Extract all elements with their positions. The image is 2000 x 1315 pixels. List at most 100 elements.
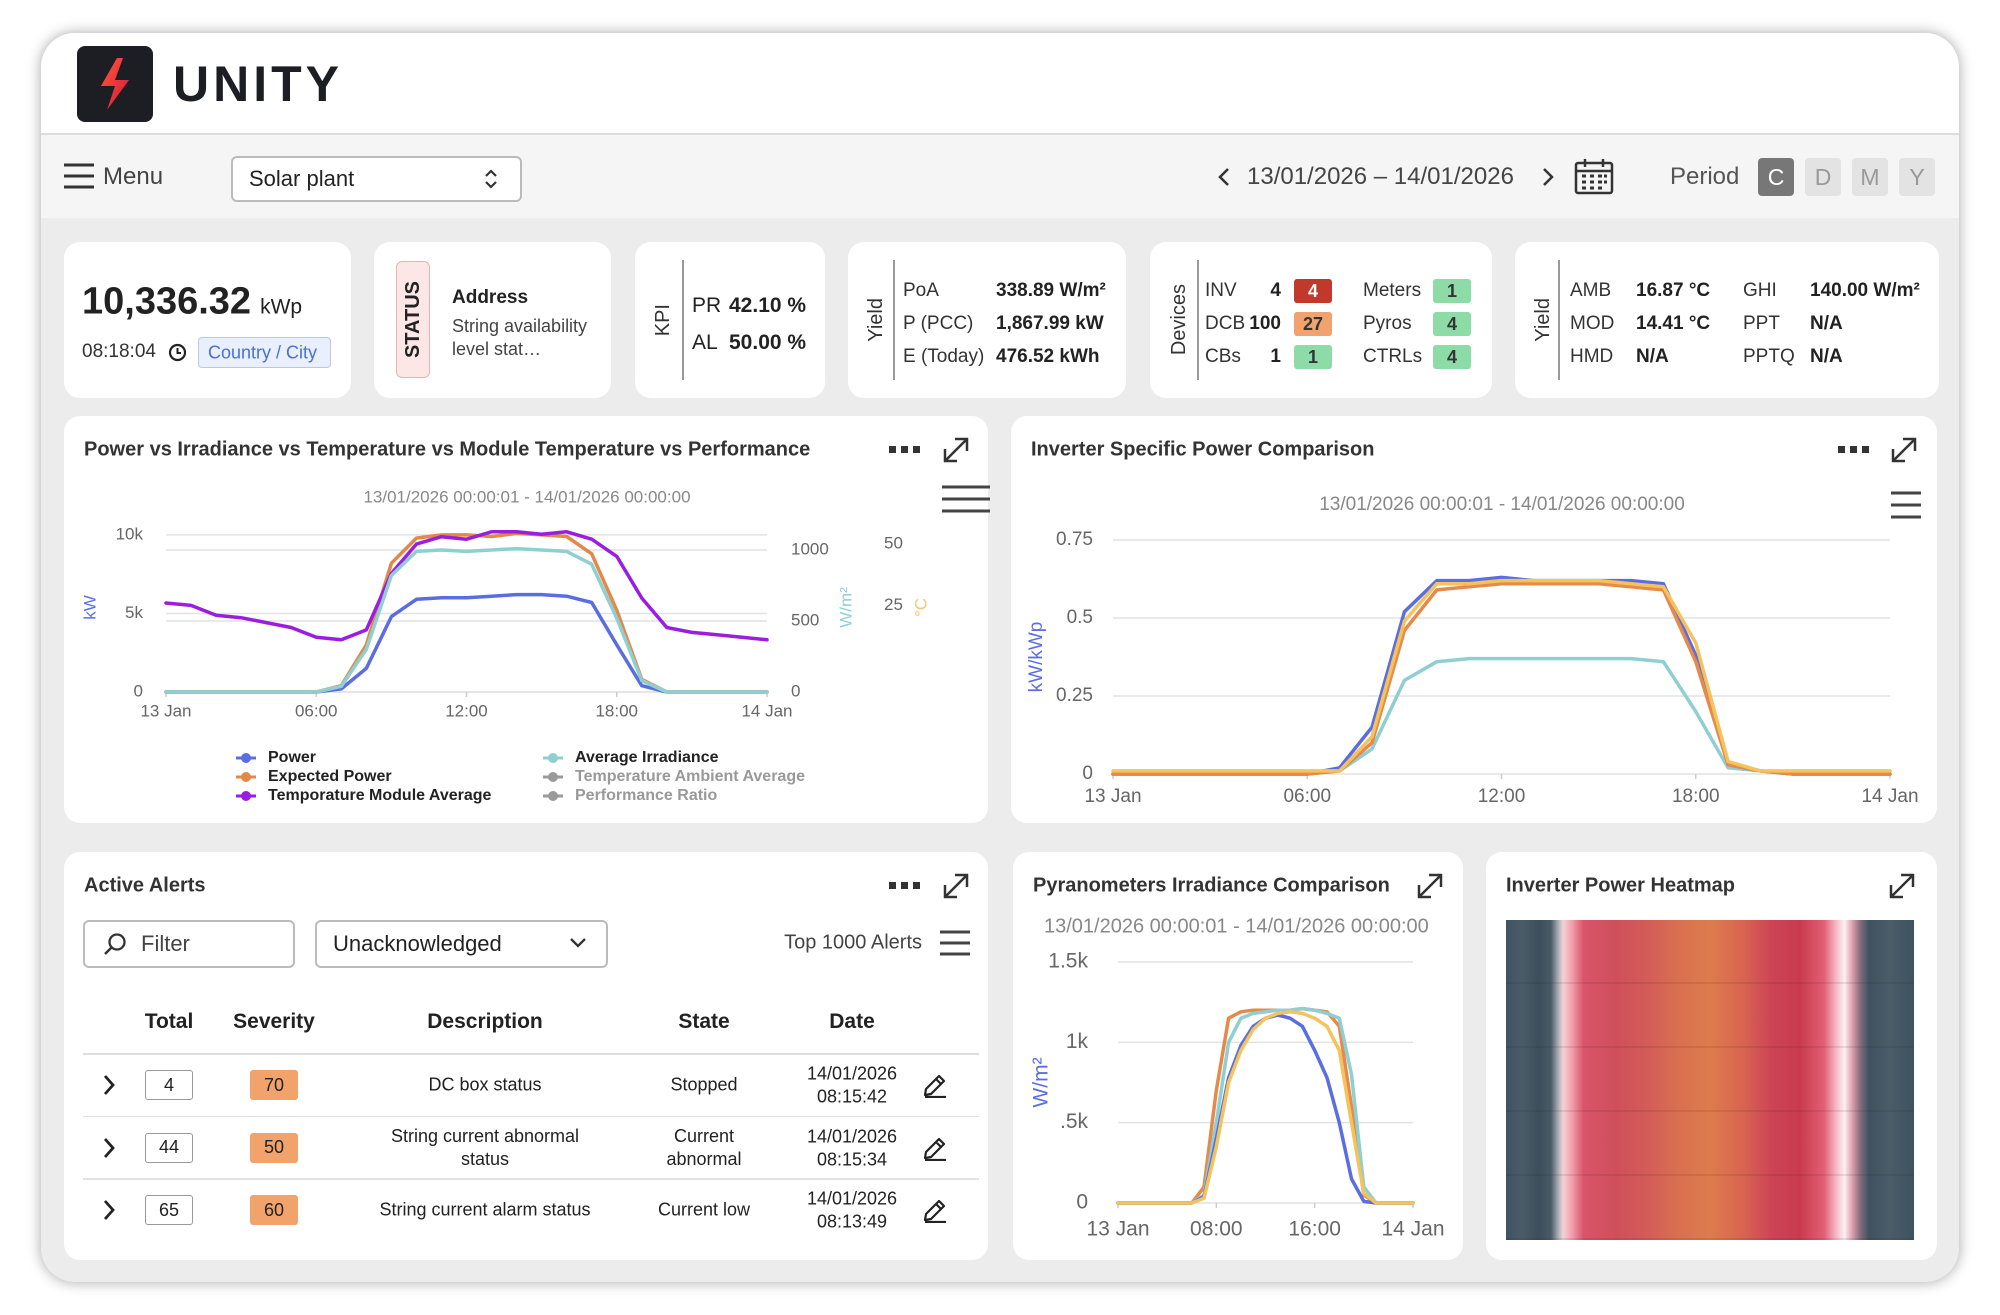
chart-subtitle: 13/01/2026 00:00:01 - 14/01/2026 00:00:0…: [363, 487, 690, 506]
search-icon: [104, 933, 126, 955]
chart: 13/01/2026 00:00:01 - 14/01/2026 00:00:0…: [80, 487, 930, 804]
device-total: 100: [1249, 313, 1281, 334]
devices-card: Devices INV 4 4 DCB 100 27 CBs 1 1 Meters 1 Pyros 4 C…: [1150, 242, 1492, 398]
state-select-value: Unacknowledged: [333, 931, 502, 956]
expand-row[interactable]: [102, 1074, 116, 1096]
chart-title: Inverter Specific Power Comparison: [1031, 438, 1375, 461]
state-select[interactable]: Unacknowledged: [315, 920, 608, 968]
weather-value: 14.41 °C: [1636, 313, 1711, 334]
x-tick-label: 18:00: [595, 701, 638, 720]
alerts-menu-icon[interactable]: [940, 929, 970, 957]
axis-title: W/m²: [1030, 1057, 1053, 1107]
y-tick-label: 500: [791, 610, 819, 629]
more-icon[interactable]: [1838, 443, 1870, 457]
axis-title: kW/kWp: [1026, 622, 1047, 693]
legend-dot: [548, 753, 558, 763]
chart-card: 13/01/2026 00:00:01 - 14/01/2026 00:00:0…: [1013, 852, 1463, 1260]
filter-input[interactable]: Filter: [83, 920, 295, 968]
x-tick-label: 06:00: [1283, 786, 1331, 807]
series-line: [164, 546, 769, 694]
x-tick-label: 14 Jan: [741, 701, 792, 720]
weather-name: HMD: [1570, 346, 1614, 367]
chart-title: Pyranometers Irradiance Comparison: [1033, 874, 1390, 897]
column-header: Description: [427, 1010, 543, 1033]
expand-icon[interactable]: [1415, 871, 1445, 901]
prev-date[interactable]: [1217, 167, 1231, 187]
expand-row[interactable]: [102, 1137, 116, 1159]
yield-value: 1,867.99 kW: [996, 313, 1104, 334]
next-date[interactable]: [1541, 167, 1555, 187]
calendar-icon[interactable]: [1574, 157, 1614, 195]
capacity-row: 10,336.32 kWp: [82, 281, 302, 324]
total-box: 65: [145, 1195, 193, 1225]
legend-label[interactable]: Power: [268, 749, 316, 766]
expand-icon[interactable]: [1889, 435, 1919, 465]
column-header: State: [678, 1010, 730, 1033]
legend-label[interactable]: Temperature Ambient Average: [575, 768, 805, 785]
expand-icon[interactable]: [941, 435, 971, 465]
logo[interactable]: [77, 46, 153, 122]
legend-label[interactable]: Average Irradiance: [575, 749, 719, 766]
weather-card: Yield AMB 16.87 °C MOD 14.41 °C HMD N/A GHI 140…: [1515, 242, 1939, 398]
plant-select[interactable]: Solar plant: [231, 156, 522, 202]
edit-icon[interactable]: [922, 1072, 948, 1098]
x-tick-label: 16:00: [1288, 1218, 1341, 1241]
edit-icon[interactable]: [922, 1135, 948, 1161]
weather-value: N/A: [1810, 346, 1843, 367]
more-icon[interactable]: [889, 443, 921, 457]
capacity-value: 10,336.32: [82, 280, 252, 323]
alerts-title: Active Alerts: [84, 874, 206, 897]
period-button[interactable]: Y: [1899, 158, 1935, 196]
kpi-card: KPI PR 42.10 % AL 50.00 %: [635, 242, 825, 398]
period-button[interactable]: C: [1758, 158, 1794, 196]
menu-label[interactable]: Menu: [103, 163, 164, 190]
series-line: [164, 530, 769, 642]
severity-badge: 60: [250, 1195, 298, 1225]
chart-card: 13/01/2026 00:00:01 - 14/01/2026 00:00:0…: [1011, 416, 1937, 823]
weather-value: 16.87 °C: [1636, 280, 1711, 301]
weather-value: N/A: [1636, 346, 1669, 367]
weather-label: Yield: [1531, 298, 1554, 342]
period-button-label: D: [1814, 163, 1832, 190]
status-badge: STATUS: [396, 261, 430, 378]
series-line: [1111, 656, 1892, 776]
period-button[interactable]: D: [1805, 158, 1841, 196]
kpi-label-box: KPI: [647, 242, 679, 398]
more-icon[interactable]: [889, 879, 921, 893]
legend-label[interactable]: Performance Ratio: [575, 787, 717, 804]
x-tick-label: 08:00: [1190, 1218, 1243, 1241]
devices-label-box: Devices: [1163, 242, 1195, 398]
device-count: 4: [1446, 346, 1457, 367]
severity-badge: 70: [250, 1070, 298, 1100]
period-button[interactable]: M: [1852, 158, 1888, 196]
expand-row[interactable]: [102, 1199, 116, 1221]
device-count: 1: [1446, 280, 1457, 301]
row-rule: [83, 1115, 979, 1117]
device-name: CTRLs: [1363, 346, 1423, 367]
device-name: DCB: [1205, 313, 1246, 334]
device-badge: 1: [1294, 345, 1332, 369]
x-tick-label: 12:00: [1478, 786, 1526, 807]
yield-value: 338.89 W/m²: [996, 280, 1106, 301]
menu-icon[interactable]: [64, 162, 94, 190]
pencil: [923, 1137, 946, 1161]
series-line: [1111, 578, 1892, 773]
heatmap-title: Inverter Power Heatmap: [1506, 874, 1735, 897]
legend-label[interactable]: Expected Power: [268, 768, 392, 785]
expand-icon[interactable]: [941, 871, 971, 901]
alert-time: 08:15:42: [816, 1086, 888, 1107]
location-chip[interactable]: Country / City: [198, 337, 331, 368]
select-arrows: [485, 169, 497, 189]
device-name: INV: [1205, 280, 1237, 301]
capacity-unit: kWp: [260, 295, 303, 319]
pencil: [923, 1199, 946, 1223]
series-line: [1116, 1013, 1415, 1205]
legend-label[interactable]: Temporature Module Average: [268, 787, 492, 804]
device-total: 1: [1270, 346, 1281, 367]
chart-menu-icon[interactable]: [1891, 490, 1921, 520]
expand-icon[interactable]: [1887, 871, 1917, 901]
chart-menu-icon[interactable]: [942, 484, 990, 514]
kpi-name: PR: [692, 294, 722, 317]
y-tick-label: 1000: [791, 539, 829, 558]
edit-icon[interactable]: [922, 1197, 948, 1223]
